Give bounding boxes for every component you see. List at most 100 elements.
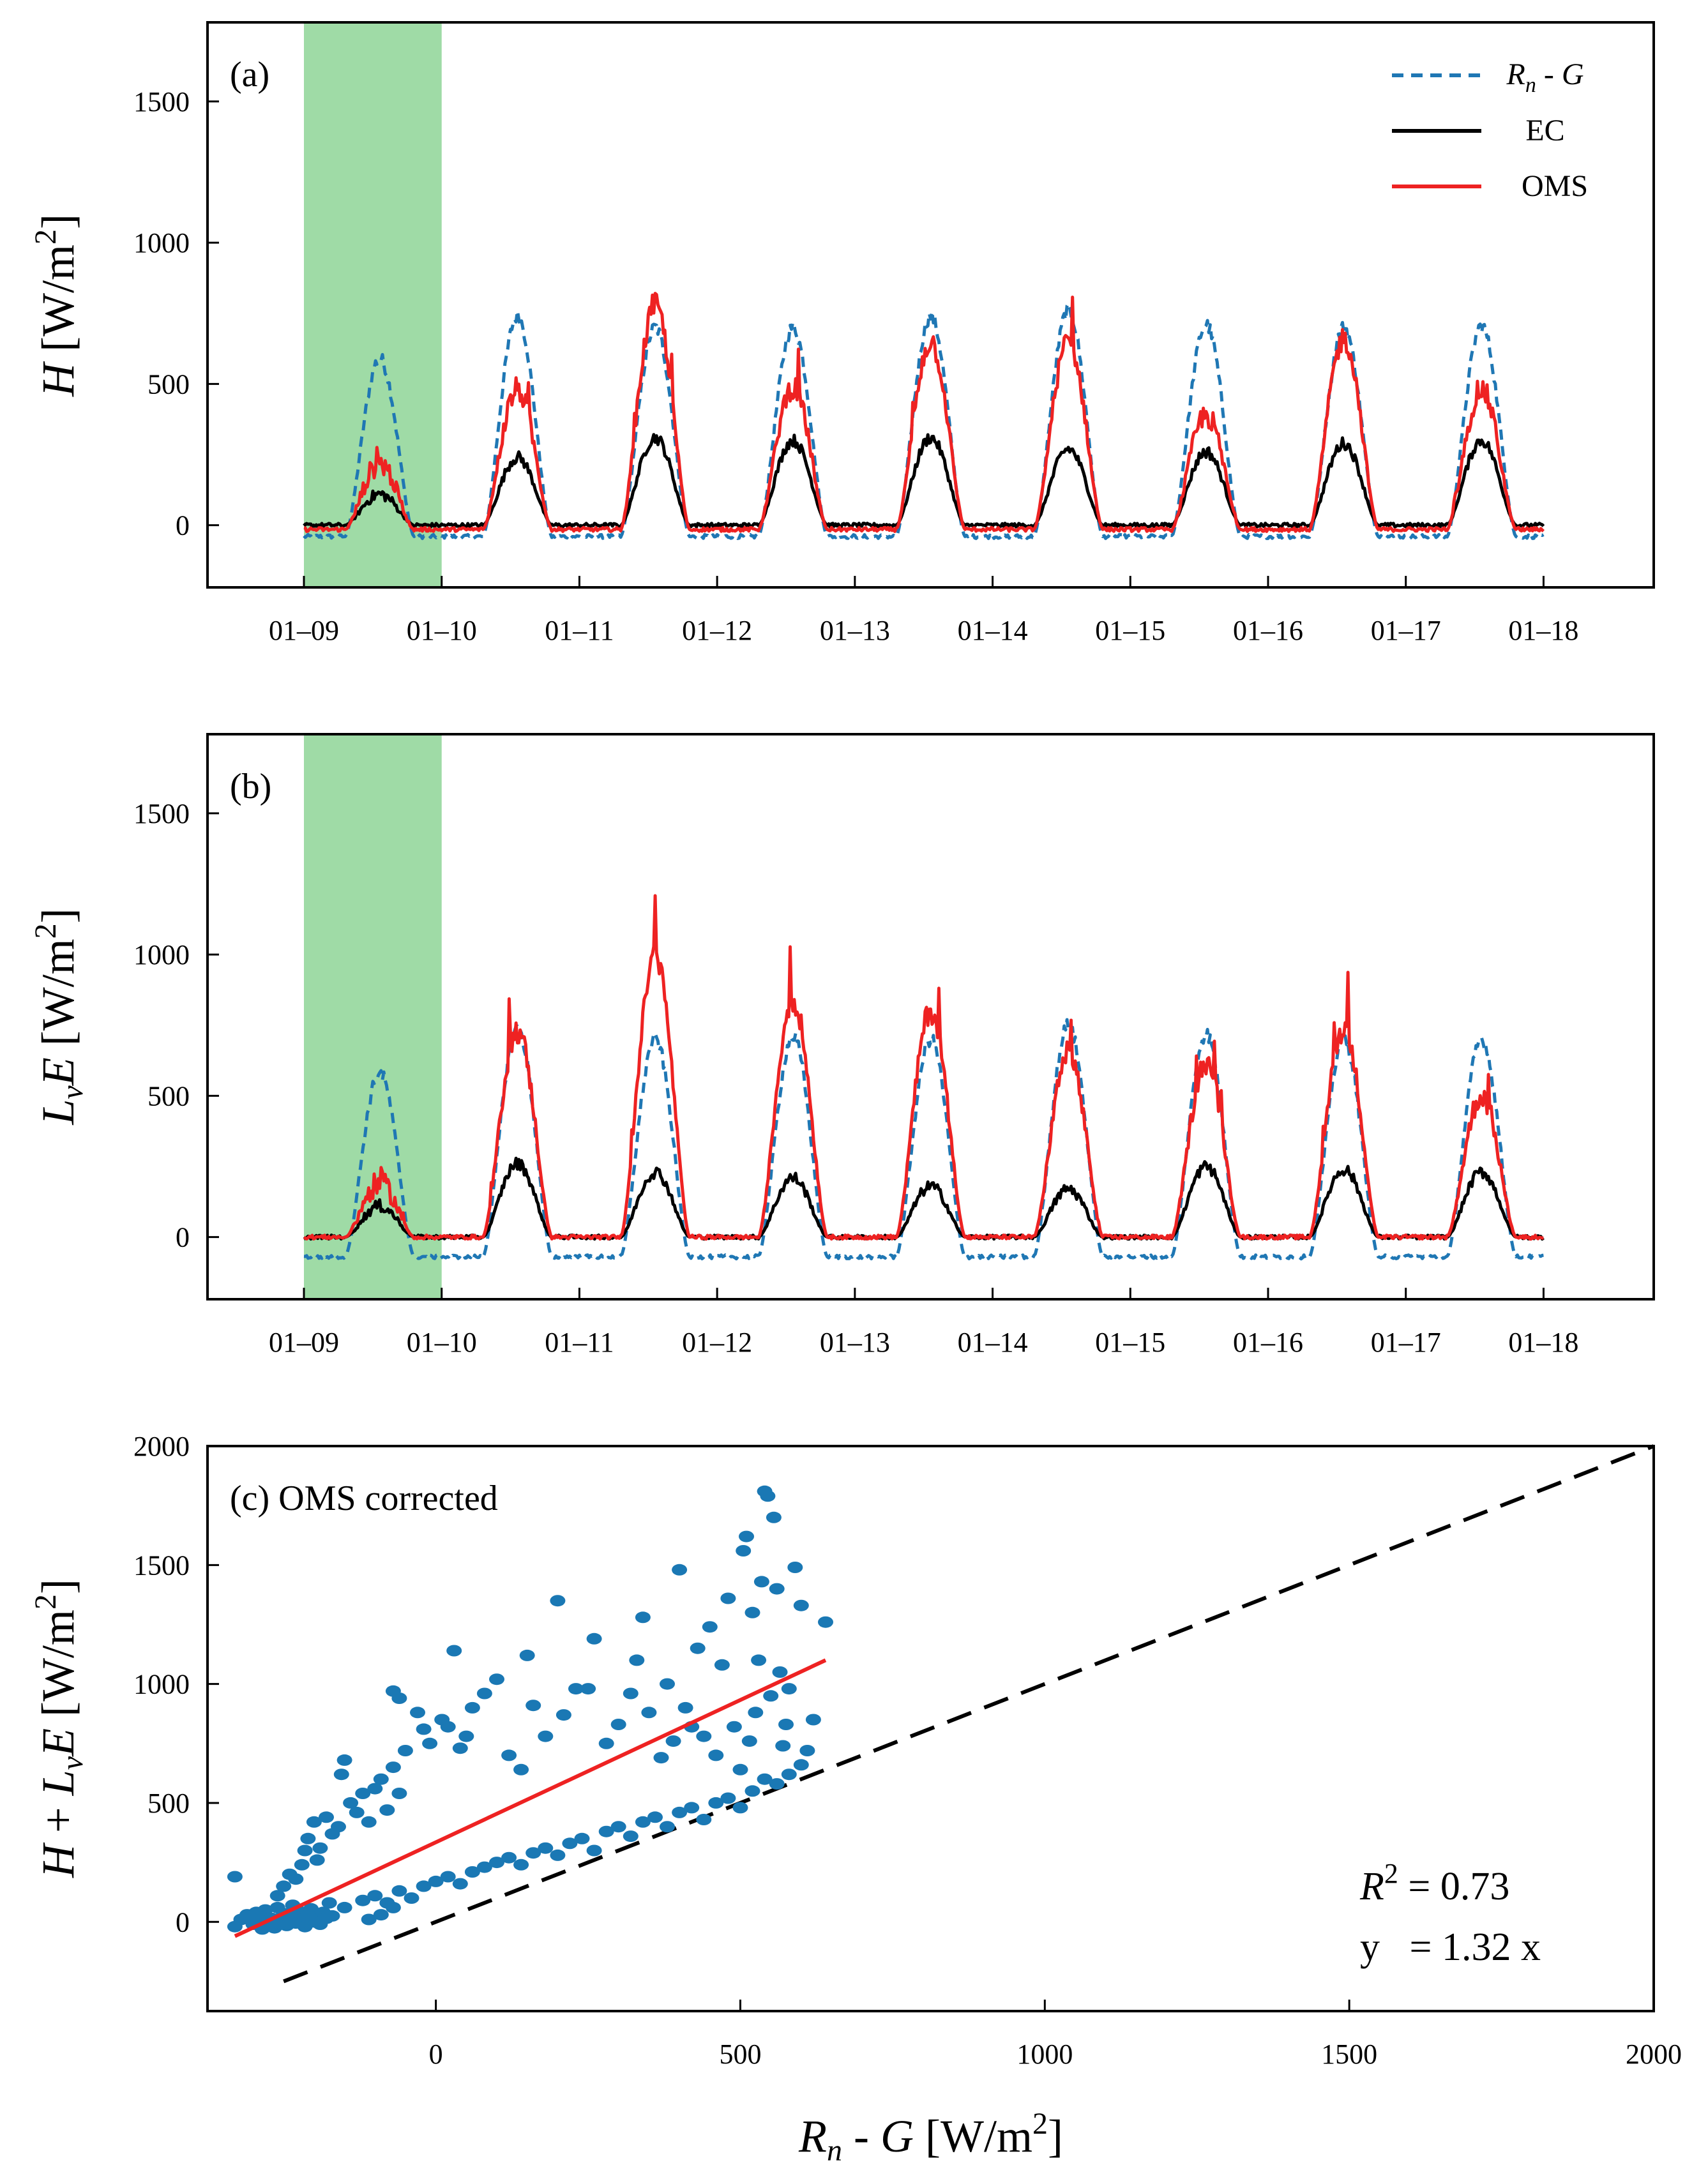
scatter-point: [440, 1871, 456, 1883]
x-label-c-close: ]: [1048, 2111, 1063, 2162]
x-ticks-c: 0 500 1000 1500 2000: [429, 2000, 1682, 2070]
scatter-point: [623, 1830, 639, 1843]
scatter-points: [227, 1485, 833, 1935]
scatter-point: [489, 1673, 504, 1685]
series-ec: [303, 1156, 1545, 1241]
y-tick-label: 1500: [133, 1549, 190, 1581]
y-ticks-a: 0 500 1000 1500: [133, 86, 219, 541]
y-label-c-sub: v: [56, 1756, 89, 1770]
scatter-point: [391, 1788, 407, 1799]
scatter-point: [641, 1707, 657, 1719]
scatter-point: [312, 1842, 328, 1854]
x-ticks-b: 01–09 01–10 01–11 01–12 01–13 01–14 01–15 01–16…: [269, 1288, 1578, 1358]
scatter-point: [550, 1595, 566, 1607]
y-label-a-close: ]: [33, 214, 84, 229]
scatter-point: [720, 1792, 736, 1804]
legend-label-ec: EC: [1525, 114, 1564, 147]
y-tick-label: 1500: [133, 86, 190, 117]
scatter-point: [598, 1825, 614, 1837]
y-axis-label-b: LvE [W/m2]: [29, 908, 89, 1125]
equation-annotation: y = 1.32 x: [1360, 1926, 1541, 1969]
scatter-point: [422, 1737, 438, 1749]
scatter-point: [610, 1719, 626, 1730]
panel-label-c: (c) OMS corrected: [230, 1479, 498, 1518]
x-tick-label: 01–13: [820, 615, 890, 646]
y-label-c-h: H: [33, 1842, 84, 1878]
r2-label: R: [1359, 1865, 1384, 1908]
scatter-point: [464, 1866, 480, 1878]
x-label-c-sub: n: [827, 2134, 842, 2168]
series-lines-b: [303, 894, 1545, 1261]
scatter-point: [336, 1901, 352, 1913]
scatter-point: [818, 1616, 833, 1628]
x-tick-label: 01–15: [1095, 1327, 1165, 1358]
scatter-point: [501, 1749, 517, 1761]
scatter-point: [355, 1894, 371, 1906]
legend-label-oms: OMS: [1522, 169, 1588, 203]
y-tick-label: 500: [147, 1788, 190, 1819]
series-oms: [303, 292, 1545, 533]
y-tick-label: 0: [176, 1906, 190, 1938]
scatter-point: [781, 1683, 797, 1695]
scatter-point: [276, 1880, 292, 1892]
scatter-point: [748, 1707, 764, 1719]
y-label-c-sup: 2: [29, 1594, 63, 1610]
scatter-point: [799, 1745, 815, 1756]
scatter-point: [294, 1859, 310, 1871]
scatter-point: [269, 1890, 285, 1902]
scatter-point: [726, 1721, 742, 1733]
scatter-point: [319, 1811, 334, 1823]
series-rn-g: [303, 301, 1545, 540]
scatter-point: [379, 1804, 395, 1816]
scatter-point: [476, 1687, 492, 1700]
x-tick-label: 01–18: [1508, 1327, 1578, 1358]
scatter-point: [690, 1642, 706, 1654]
scatter-point: [793, 1759, 809, 1771]
scatter-point: [580, 1683, 596, 1695]
scatter-point: [297, 1844, 313, 1857]
scatter-point: [343, 1797, 359, 1809]
x-tick-label: 0: [429, 2039, 443, 2070]
x-ticks-a: 01–09 01–10 01–11 01–12 01–13 01–14 01–15 01–16…: [269, 576, 1578, 646]
x-tick-label: 01–14: [958, 615, 1028, 646]
scatter-point: [550, 1849, 566, 1861]
scatter-point: [361, 1913, 377, 1926]
scatter-point: [404, 1892, 419, 1904]
scatter-point: [373, 1909, 389, 1921]
scatter-point: [452, 1742, 468, 1754]
scatter-point: [361, 1816, 377, 1828]
y-label-b-sub: v: [56, 1085, 89, 1099]
legend-label-rn-g: Rn - G: [1506, 57, 1584, 97]
scatter-point: [672, 1564, 688, 1576]
scatter-point: [778, 1719, 794, 1730]
y-axis-label-c: H + LvE [W/m2]: [29, 1579, 89, 1878]
scatter-point: [568, 1683, 584, 1695]
y-tick-label: 1000: [133, 939, 190, 970]
scatter-point: [736, 1545, 752, 1557]
scatter-point: [227, 1871, 243, 1883]
y-label-a-unit: [W/m: [33, 245, 84, 363]
scatter-point: [720, 1592, 736, 1604]
y-label-b-sup: 2: [29, 923, 63, 939]
scatter-point: [598, 1737, 614, 1749]
shaded-region-b: [304, 734, 442, 1299]
scatter-point: [452, 1878, 468, 1890]
scatter-point: [416, 1880, 432, 1892]
scatter-point: [489, 1857, 504, 1869]
shaded-region-a: [304, 22, 442, 587]
scatter-point: [513, 1763, 529, 1776]
scatter-point: [336, 1754, 352, 1766]
plot-frame-a: [206, 21, 1655, 589]
scatter-point: [805, 1714, 821, 1726]
scatter-point: [751, 1654, 767, 1666]
panel-label-b: (b): [230, 767, 271, 806]
scatter-point: [586, 1844, 602, 1857]
scatter-point: [741, 1735, 757, 1747]
scatter-point: [665, 1735, 681, 1747]
scatter-point: [555, 1709, 571, 1721]
x-tick-label: 01–13: [820, 1327, 890, 1358]
plot-frame-c: [206, 1445, 1655, 2012]
fit-line: [234, 1658, 827, 1938]
y-tick-label: 1500: [133, 798, 190, 829]
